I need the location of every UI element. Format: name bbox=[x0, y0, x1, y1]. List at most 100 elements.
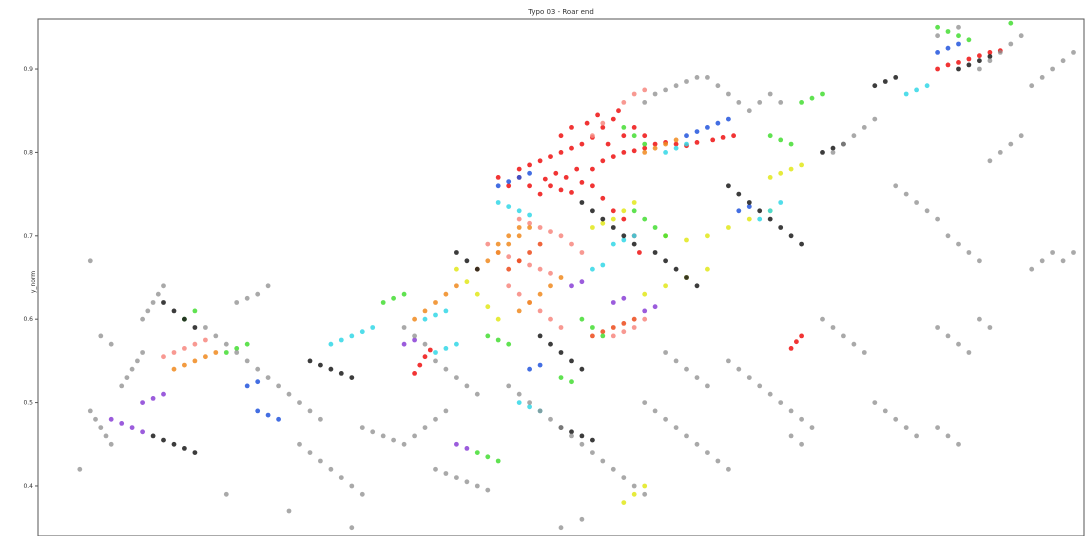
data-point-yellow bbox=[631, 200, 637, 205]
data-point-gray bbox=[956, 441, 961, 447]
data-point-purple bbox=[108, 416, 114, 422]
data-point-gray bbox=[673, 358, 679, 364]
data-point-black bbox=[966, 62, 972, 68]
data-point-gray bbox=[621, 475, 627, 480]
data-point-purple bbox=[454, 441, 459, 447]
data-point-cyan bbox=[757, 216, 763, 222]
data-point-black bbox=[569, 429, 574, 435]
data-point-gray bbox=[1008, 41, 1014, 47]
data-point-gray bbox=[412, 433, 417, 439]
data-point-orange_red bbox=[516, 258, 522, 264]
data-point-gray bbox=[579, 441, 585, 447]
data-point-red bbox=[987, 50, 993, 55]
data-point-salmon bbox=[192, 341, 198, 347]
data-point-gray bbox=[1071, 50, 1076, 55]
data-point-gray bbox=[328, 466, 334, 472]
data-point-yellow bbox=[464, 279, 470, 285]
data-point-orange bbox=[192, 358, 198, 364]
data-point-gray bbox=[161, 283, 166, 289]
data-point-yellow bbox=[746, 216, 752, 222]
data-point-gray bbox=[516, 391, 522, 397]
data-point-gray bbox=[265, 375, 271, 380]
data-point-cyan bbox=[516, 400, 522, 405]
data-point-blue bbox=[935, 50, 940, 55]
data-point-salmon bbox=[527, 220, 532, 226]
data-point-black bbox=[799, 241, 804, 247]
data-point-salmon bbox=[161, 354, 166, 360]
data-point-yellow bbox=[485, 304, 491, 310]
data-point-gray bbox=[307, 450, 313, 455]
data-point-orange bbox=[454, 283, 459, 289]
data-point-gray bbox=[987, 158, 993, 164]
data-point-gray bbox=[987, 58, 993, 64]
data-point-gray bbox=[527, 400, 532, 405]
data-point-gray bbox=[140, 350, 146, 355]
data-point-gray bbox=[506, 383, 512, 389]
data-point-black bbox=[171, 308, 177, 314]
data-point-salmon bbox=[537, 225, 543, 230]
data-point-gray bbox=[652, 408, 658, 414]
data-point-gray bbox=[433, 416, 438, 422]
data-point-black bbox=[182, 446, 187, 451]
data-point-gray bbox=[642, 491, 648, 497]
data-point-green bbox=[642, 216, 648, 222]
data-point-red bbox=[642, 145, 648, 151]
data-point-orange bbox=[506, 233, 512, 239]
data-point-black bbox=[590, 437, 595, 443]
data-point-green bbox=[652, 225, 658, 230]
data-point-yellow bbox=[705, 266, 710, 272]
data-point-black bbox=[956, 66, 961, 72]
data-point-red bbox=[537, 191, 543, 197]
data-point-gray bbox=[485, 487, 491, 493]
data-point-gray bbox=[893, 416, 899, 422]
data-point-gray bbox=[150, 300, 156, 305]
data-point-gray bbox=[694, 441, 700, 447]
data-point-red bbox=[621, 133, 627, 139]
data-point-salmon bbox=[579, 250, 585, 255]
data-point-green bbox=[778, 137, 784, 143]
data-point-cyan bbox=[610, 241, 616, 247]
data-point-gray bbox=[788, 408, 794, 414]
data-point-gray bbox=[705, 383, 710, 389]
data-point-red bbox=[569, 125, 574, 130]
data-point-cyan bbox=[359, 329, 365, 335]
data-point-orange bbox=[673, 137, 679, 143]
data-point-gray bbox=[548, 416, 553, 422]
data-point-green bbox=[663, 233, 668, 239]
data-point-gray bbox=[1018, 133, 1024, 139]
data-point-salmon bbox=[506, 254, 512, 260]
data-point-purple bbox=[610, 300, 616, 305]
data-point-gray bbox=[851, 341, 857, 347]
data-point-cyan bbox=[422, 316, 428, 322]
data-point-gray bbox=[977, 316, 982, 322]
data-point-gray bbox=[244, 358, 250, 364]
data-point-gray bbox=[997, 150, 1003, 155]
data-point-black bbox=[548, 341, 553, 347]
data-point-cyan bbox=[495, 200, 501, 205]
data-point-green bbox=[558, 375, 564, 380]
data-point-gray bbox=[694, 75, 700, 80]
data-point-red bbox=[427, 347, 433, 353]
data-point-gray bbox=[391, 437, 396, 443]
data-point-orange bbox=[527, 225, 532, 230]
data-point-purple bbox=[119, 421, 125, 426]
data-point-yellow bbox=[610, 216, 616, 222]
data-point-cyan bbox=[506, 204, 512, 210]
data-point-gray bbox=[914, 433, 919, 439]
data-point-gray bbox=[255, 366, 261, 372]
data-point-orange_red bbox=[527, 250, 532, 255]
data-point-orange bbox=[495, 241, 501, 247]
data-point-yellow bbox=[454, 266, 459, 272]
data-point-black bbox=[161, 300, 166, 305]
data-point-purple bbox=[579, 279, 585, 285]
data-point-red bbox=[579, 180, 585, 185]
data-point-gray bbox=[234, 300, 240, 305]
data-point-salmon bbox=[516, 291, 522, 297]
data-point-green bbox=[234, 346, 240, 351]
data-point-cyan bbox=[349, 333, 355, 339]
data-point-red bbox=[584, 120, 590, 126]
data-point-red bbox=[558, 133, 564, 139]
data-point-gray bbox=[1039, 258, 1045, 264]
data-point-orange bbox=[558, 275, 564, 280]
